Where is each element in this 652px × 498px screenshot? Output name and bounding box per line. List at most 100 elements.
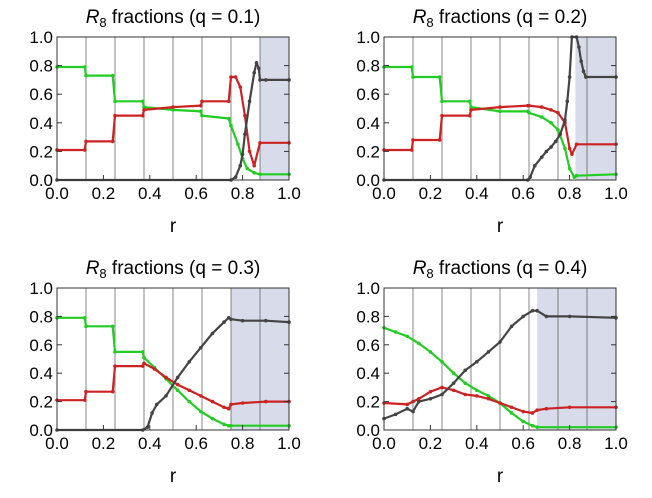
- y-tick-label: 0.4: [29, 114, 53, 133]
- y-tick-label: 0.0: [29, 171, 53, 190]
- data-point: [574, 173, 579, 178]
- y-tick-label: 1.0: [356, 28, 380, 47]
- data-point: [509, 411, 514, 415]
- data-point: [451, 388, 456, 393]
- data-point: [509, 324, 514, 329]
- data-point: [222, 422, 226, 427]
- y-tick-label: 0.6: [356, 85, 380, 104]
- data-point: [549, 121, 553, 125]
- chart-panel-2: 0.0 0.2 0.4 0.6 0.8 1.0 0.0 0.2 0.4 0.6 0.8 1.0 r R8 …: [356, 7, 627, 237]
- data-point: [567, 75, 572, 79]
- data-point: [229, 75, 233, 79]
- title-text: fractions (q = 0.4): [434, 258, 588, 279]
- data-point: [556, 110, 560, 115]
- data-point: [150, 411, 154, 415]
- data-point: [530, 411, 535, 415]
- data-point: [539, 105, 544, 109]
- y-tick-label: 0.2: [29, 393, 53, 412]
- y-tick-label: 0.4: [356, 114, 380, 133]
- data-point: [468, 113, 472, 118]
- data-point: [238, 85, 243, 89]
- data-point: [199, 409, 203, 414]
- y-tick-label: 1.0: [356, 279, 380, 298]
- chart-panel-1: 0.0 0.2 0.4 0.6 0.8 1.0 0.0 0.2 0.4 0.6 0.8 1.0 r R8 …: [29, 7, 300, 237]
- plot-frame: [56, 36, 290, 181]
- data-point: [142, 361, 146, 366]
- series-line-3: [57, 316, 290, 432]
- y-tick-label: 0.2: [29, 142, 53, 161]
- data-point: [498, 109, 502, 114]
- data-point: [113, 350, 117, 354]
- y-tick-label: 0.6: [29, 336, 53, 355]
- x-tick-label: 0.6: [511, 184, 535, 203]
- data-point: [142, 108, 146, 112]
- data-point: [200, 113, 204, 118]
- data-point: [521, 419, 525, 424]
- x-tick-label: 0.0: [45, 434, 69, 453]
- x-tick-label: 1.0: [277, 434, 301, 453]
- series-markers-2: [382, 385, 618, 415]
- data-point: [240, 401, 245, 405]
- data-point: [567, 146, 572, 151]
- data-point: [451, 381, 456, 385]
- data-point: [240, 152, 245, 157]
- x-tick-label: 0.4: [465, 434, 489, 453]
- data-point: [428, 396, 433, 401]
- data-point: [440, 113, 444, 118]
- data-point: [252, 70, 256, 75]
- title-symbol: R: [86, 7, 100, 28]
- y-tick-label: 0.4: [356, 364, 380, 383]
- data-point: [210, 416, 215, 421]
- data-point: [243, 132, 247, 137]
- data-point: [175, 388, 180, 393]
- data-point: [535, 408, 539, 412]
- data-point: [229, 123, 233, 128]
- chart-title: R8 fractions (q = 0.3): [86, 258, 261, 281]
- data-point: [475, 394, 479, 398]
- data-point: [533, 163, 537, 168]
- x-tick-label: 0.0: [372, 434, 396, 453]
- data-point: [405, 334, 410, 339]
- data-point: [498, 105, 502, 109]
- x-axis-label: r: [497, 466, 504, 487]
- data-point: [226, 406, 231, 411]
- data-point: [252, 163, 256, 168]
- x-tick-label: 0.2: [92, 434, 116, 453]
- title-symbol: R: [86, 258, 100, 279]
- data-point: [486, 394, 491, 398]
- data-point: [113, 113, 117, 118]
- data-point: [175, 382, 180, 387]
- x-tick-label: 0.8: [231, 184, 255, 203]
- y-tick-label: 0.8: [29, 307, 53, 326]
- data-point: [83, 148, 87, 152]
- chart-panel-4: 0.0 0.2 0.4 0.6 0.8 1.0 0.0 0.2 0.4 0.6 0.8 1.0 r R8 …: [356, 258, 627, 487]
- series-markers-1: [382, 325, 618, 429]
- title-subscript: 8: [426, 15, 433, 30]
- data-point: [544, 406, 549, 411]
- data-point: [486, 350, 491, 354]
- data-point: [226, 99, 231, 104]
- data-point: [411, 409, 415, 414]
- data-point: [417, 399, 421, 404]
- data-point: [440, 360, 444, 364]
- x-tick-label: 0.2: [92, 184, 116, 203]
- data-point: [240, 318, 245, 323]
- title-text: fractions (q = 0.1): [107, 7, 261, 28]
- x-axis-label: r: [497, 216, 504, 237]
- data-point: [210, 331, 215, 336]
- data-point: [226, 116, 231, 121]
- data-point: [530, 423, 535, 428]
- data-point: [428, 389, 433, 394]
- data-point: [110, 73, 115, 78]
- data-point: [236, 142, 240, 147]
- data-point: [252, 171, 256, 175]
- data-point: [527, 103, 531, 108]
- y-tick-label: 0.8: [29, 57, 53, 76]
- data-point: [535, 308, 539, 313]
- data-point: [463, 368, 468, 373]
- data-point: [258, 141, 262, 145]
- data-point: [199, 394, 203, 398]
- data-point: [509, 405, 514, 410]
- chart-title: R8 fractions (q = 0.4): [413, 258, 588, 281]
